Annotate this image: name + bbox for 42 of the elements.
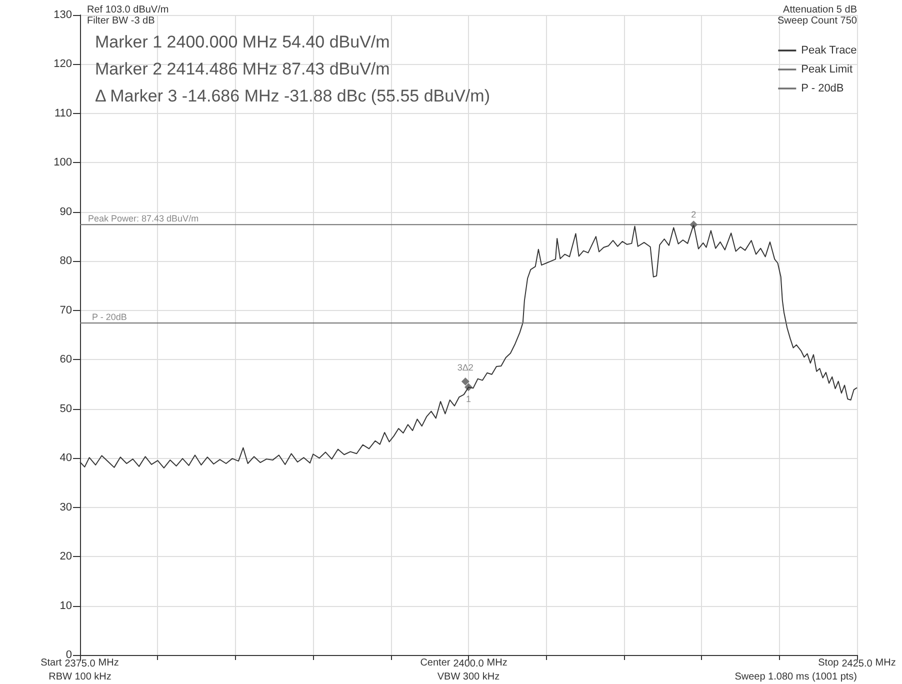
- y-tick-label: 110: [54, 107, 72, 120]
- y-tick-label: 10: [60, 600, 72, 612]
- y-tick-label: 0: [66, 649, 72, 661]
- x-tick-label: 2425.0: [842, 658, 873, 670]
- annotation: P - 20dB: [92, 312, 127, 322]
- annotation: Filter BW -3 dB: [87, 16, 156, 26]
- legend-label: Peak Trace: [801, 44, 857, 56]
- y-tick-label: 70: [60, 304, 72, 316]
- text: RBW 100 kHz: [48, 672, 112, 682]
- annotation: 3Δ2: [457, 362, 474, 373]
- y-tick-label: 80: [60, 255, 72, 268]
- annotation: 2: [691, 210, 696, 220]
- legend-label: P - 20dB: [801, 82, 844, 94]
- text: MHz: [98, 658, 119, 668]
- y-tick-label: 100: [54, 156, 72, 169]
- text: Stop: [818, 658, 840, 668]
- text: Center: [420, 658, 451, 668]
- annotation: Peak Power: 87.43 dBuV/m: [88, 214, 199, 224]
- legend-label: Peak Limit: [801, 64, 853, 76]
- annotation: 1: [466, 394, 472, 404]
- y-tick-label: 90: [60, 206, 72, 218]
- y-tick-label: 50: [60, 402, 72, 415]
- annotation: Marker 2 2414.486 MHz 87.43 dBuV/m: [95, 60, 390, 78]
- y-tick-label: 30: [60, 501, 72, 514]
- text: Sweep 1.080 ms (1001 pts): [734, 672, 857, 682]
- x-tick-label: 2375.0: [64, 658, 96, 670]
- y-tick-label: 20: [60, 550, 72, 563]
- x-tick-label: 2400.0: [453, 658, 484, 670]
- annotation: Sweep Count 750: [777, 16, 858, 26]
- text: MHz: [486, 658, 508, 668]
- y-tick-label: 130: [54, 9, 72, 21]
- y-tick-label: 60: [60, 354, 72, 366]
- text: MHz: [875, 658, 896, 668]
- y-tick-label: 120: [54, 58, 72, 70]
- annotation: Ref 103.0 dBuV/m: [87, 4, 169, 16]
- text: Start: [40, 658, 62, 668]
- annotation: Attenuation 5 dB: [783, 4, 858, 16]
- point: [461, 378, 470, 386]
- text: VBW 300 kHz: [437, 672, 500, 682]
- annotation: Δ Marker 3 -14.686 MHz -31.88 dBc (55.55 dBuV/m): [95, 86, 490, 106]
- annotation: Marker 1 2400.000 MHz 54.40 dBuV/m: [95, 32, 390, 52]
- y-tick-label: 40: [60, 452, 72, 464]
